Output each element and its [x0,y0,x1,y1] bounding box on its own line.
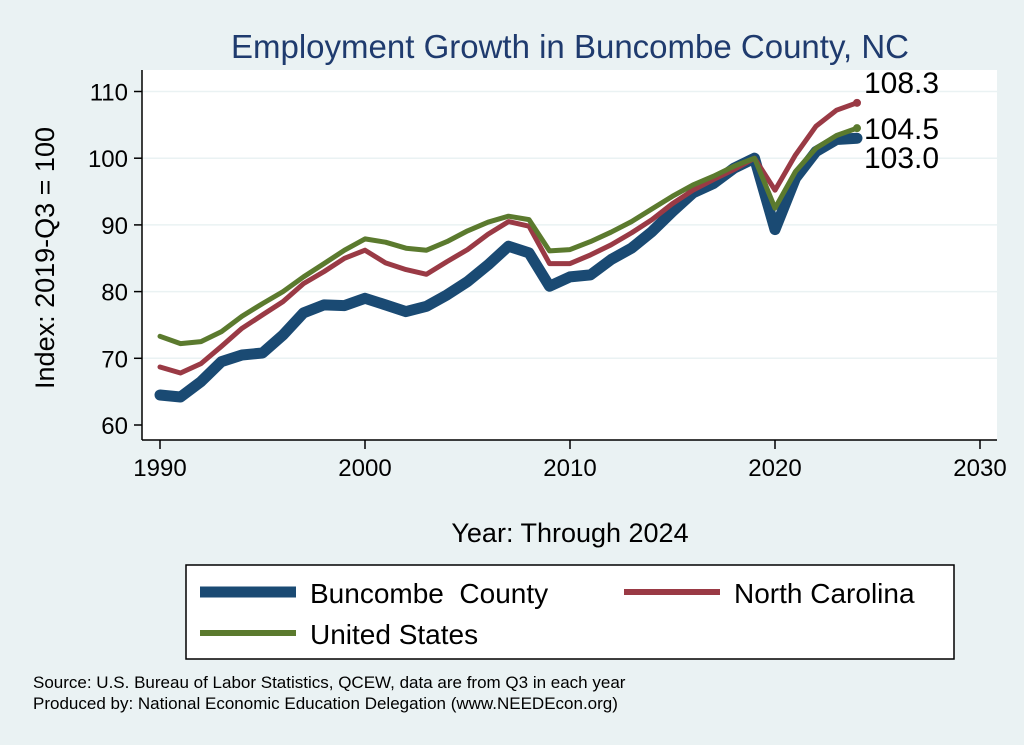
x-axis-label: Year: Through 2024 [451,518,688,548]
series-end-point-buncombe-county [852,133,862,144]
series-end-point-north-carolina [853,98,861,107]
legend-label-united-states: United States [310,619,478,650]
series-layer [154,98,863,403]
y-tick-label-80: 80 [101,280,128,307]
x-tick-label-2010: 2010 [543,455,596,482]
y-tick-label-100: 100 [88,146,128,173]
producer-note: Produced by: National Economic Education… [33,694,618,713]
legend-label-buncombe-county: Buncombe County [310,578,548,609]
x-tick-label-1990: 1990 [133,455,186,482]
y-tick-label-110: 110 [90,80,128,107]
legend-label-north-carolina: North Carolina [734,578,915,609]
end-value-label-north-carolina: 108.3 [864,67,939,100]
series-line-united-states [157,125,860,347]
end-labels: 103.0 108.3 104.5 [864,67,939,175]
y-tick-label-60: 60 [101,413,128,440]
end-value-label-united-states: 104.5 [864,113,939,146]
legend: Buncombe County North Carolina United St… [185,564,955,660]
end-value-label-buncombe-county: 103.0 [864,142,939,175]
y-tick-label-70: 70 [101,346,128,373]
chart-title: Employment Growth in Buncombe County, NC [231,28,909,65]
legend-box [185,564,955,660]
axes: 60 70 80 90 100 110 1990 2000 2010 2020 2030 [88,70,1007,482]
x-tick-label-2020: 2020 [748,455,801,482]
y-axis-label: Index: 2019-Q3 = 100 [30,127,60,389]
x-tick-label-2000: 2000 [338,455,391,482]
source-note: Source: U.S. Bureau of Labor Statistics,… [33,673,626,692]
series-end-point-united-states [853,124,861,133]
y-tick-label-90: 90 [101,213,128,240]
x-tick-label-2030: 2030 [953,455,1006,482]
